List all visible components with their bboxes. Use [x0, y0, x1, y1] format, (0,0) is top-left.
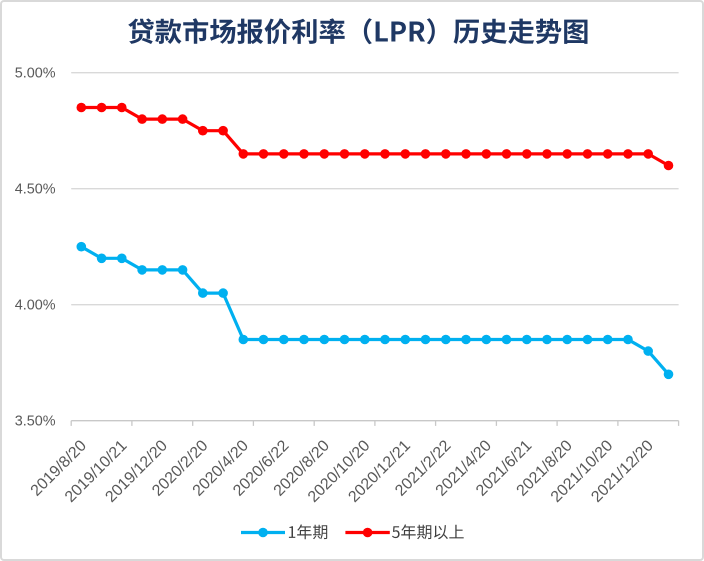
svg-text:4.50%: 4.50%	[15, 182, 56, 198]
svg-text:5.00%: 5.00%	[15, 66, 56, 82]
svg-text:3.50%: 3.50%	[15, 414, 56, 430]
svg-text:4.00%: 4.00%	[15, 298, 56, 314]
